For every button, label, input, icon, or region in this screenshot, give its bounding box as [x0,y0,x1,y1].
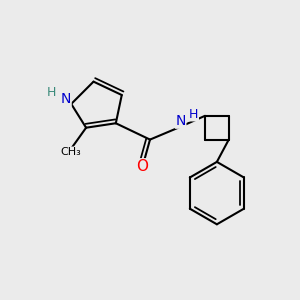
Text: N: N [176,114,186,128]
Text: N: N [61,92,71,106]
Text: O: O [136,159,148,174]
Text: CH₃: CH₃ [61,147,82,157]
Text: H: H [189,108,198,121]
Text: H: H [47,86,57,99]
